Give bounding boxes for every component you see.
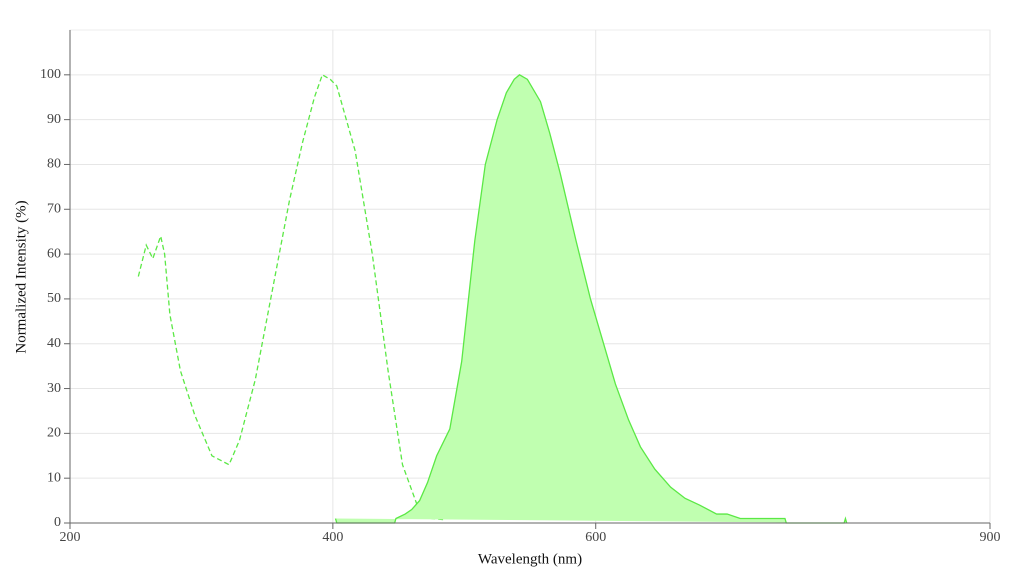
y-tick-label: 40 [47, 336, 61, 351]
y-tick-label: 100 [40, 67, 61, 82]
y-tick-label: 30 [47, 381, 61, 396]
marks [137, 73, 848, 524]
y-tick-label: 0 [54, 515, 61, 530]
y-tick-label: 80 [47, 157, 61, 172]
y-tick-label: 70 [47, 201, 61, 216]
y-tick-label: 90 [47, 112, 61, 127]
y-axis-title: Normalized Intensity (%) [13, 200, 29, 353]
x-tick-label: 400 [322, 530, 343, 545]
x-tick-label: 600 [585, 530, 606, 545]
y-tick-label: 60 [47, 246, 61, 261]
y-tick-label: 10 [47, 470, 61, 485]
x-tick-label: 900 [980, 530, 1001, 545]
x-tick-label: 200 [60, 530, 81, 545]
y-tick-label: 50 [47, 291, 61, 306]
y-tick-label: 20 [47, 426, 61, 441]
line [137, 73, 446, 521]
area-line [334, 74, 848, 524]
x-axis-title: Wavelength (nm) [478, 551, 582, 567]
